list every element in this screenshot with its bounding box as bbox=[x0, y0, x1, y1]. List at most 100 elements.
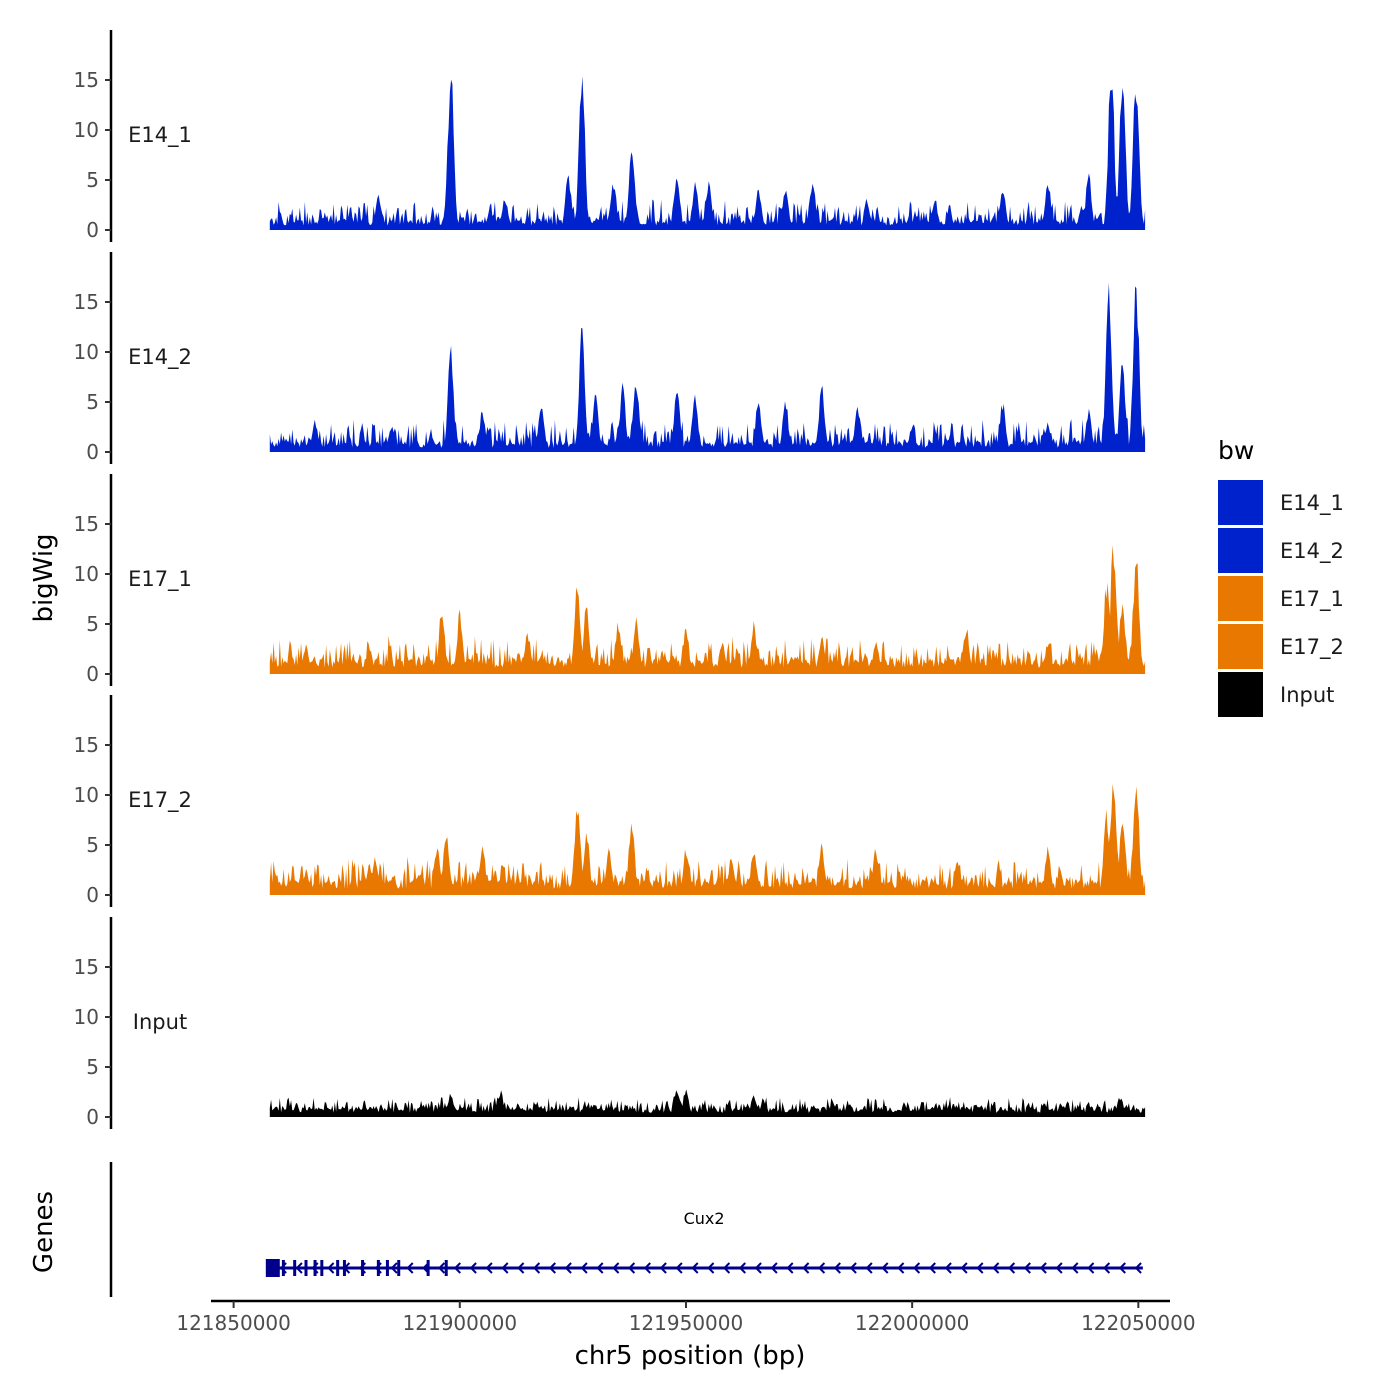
gene-exon bbox=[444, 1260, 448, 1276]
strand-arrow bbox=[501, 1262, 509, 1274]
strand-arrow bbox=[723, 1262, 731, 1274]
strand-arrow bbox=[1055, 1262, 1063, 1274]
strand-arrow bbox=[485, 1262, 493, 1274]
gene-exon bbox=[361, 1260, 365, 1276]
strand-arrow bbox=[1118, 1262, 1126, 1274]
strand-arrow bbox=[580, 1262, 588, 1274]
legend-title: bw bbox=[1218, 436, 1254, 465]
panel-label: E17_2 bbox=[128, 788, 192, 813]
y-tick-label: 10 bbox=[74, 1005, 99, 1029]
panel-e17-2: 0 5 10 15 E17_2 bbox=[74, 695, 1146, 907]
strand-arrow bbox=[1039, 1262, 1047, 1274]
y-tick-label: 15 bbox=[74, 733, 99, 757]
y-tick-label: 0 bbox=[86, 218, 99, 242]
y-tick-label: 5 bbox=[86, 390, 99, 414]
strand-arrow bbox=[279, 1262, 287, 1274]
legend-swatch bbox=[1218, 672, 1263, 717]
legend-label: Input bbox=[1280, 683, 1334, 707]
legend-label: E14_2 bbox=[1280, 539, 1344, 564]
strand-arrow bbox=[422, 1262, 430, 1274]
strand-arrow bbox=[1087, 1262, 1095, 1274]
signal-area-input bbox=[269, 1089, 1146, 1117]
strand-arrow bbox=[659, 1262, 667, 1274]
y-tick-label: 0 bbox=[86, 1105, 99, 1129]
x-axis-title: chr5 position (bp) bbox=[575, 1341, 806, 1371]
panel-label: Input bbox=[133, 1010, 187, 1034]
strand-arrow bbox=[1023, 1262, 1031, 1274]
x-axis: 121850000 121900000 121950000 122000000 1220… bbox=[176, 1299, 1196, 1335]
y-tick-label: 15 bbox=[74, 955, 99, 979]
genes-track: Cux2 bbox=[109, 1162, 1143, 1297]
gene-label: Cux2 bbox=[684, 1209, 725, 1228]
legend-label: E17_2 bbox=[1280, 635, 1344, 660]
strand-arrow bbox=[928, 1262, 936, 1274]
gene-exon bbox=[293, 1260, 297, 1276]
strand-arrow bbox=[295, 1262, 303, 1274]
strand-arrow bbox=[533, 1262, 541, 1274]
strand-arrow bbox=[596, 1262, 604, 1274]
genes-axis-title: Genes bbox=[29, 1191, 59, 1273]
strand-arrow bbox=[327, 1262, 335, 1274]
strand-arrow bbox=[548, 1262, 556, 1274]
x-tick-label: 121850000 bbox=[176, 1311, 291, 1335]
strand-arrow bbox=[849, 1262, 857, 1274]
signal-area-e14-1 bbox=[269, 76, 1146, 230]
strand-arrow bbox=[390, 1262, 398, 1274]
strand-arrow bbox=[374, 1262, 382, 1274]
strand-arrow bbox=[1007, 1262, 1016, 1274]
strand-arrow bbox=[960, 1262, 968, 1274]
gene-exon bbox=[320, 1260, 324, 1276]
strand-arrow bbox=[343, 1262, 351, 1274]
legend-swatch bbox=[1218, 624, 1263, 669]
legend-label: E14_1 bbox=[1280, 491, 1344, 516]
y-tick-label: 5 bbox=[86, 612, 99, 636]
panel-e17-1: 0 5 10 15 E17_1 bbox=[74, 474, 1146, 686]
gene-exon bbox=[336, 1260, 340, 1276]
y-axis-title: bigWig bbox=[29, 533, 59, 622]
track-panels: 0 5 10 15 E14_1 0 5 10 15 E14_2 0 5 10 15 E17_1 0 5 10 15 E… bbox=[74, 30, 1146, 1129]
y-tick-label: 10 bbox=[74, 562, 99, 586]
strand-arrow bbox=[786, 1262, 794, 1274]
x-tick-label: 122050000 bbox=[1081, 1311, 1196, 1335]
y-tick-label: 5 bbox=[86, 168, 99, 192]
strand-arrow bbox=[754, 1262, 762, 1274]
signal-area-e17-2 bbox=[269, 784, 1146, 895]
y-tick-label: 10 bbox=[74, 118, 99, 142]
y-tick-label: 10 bbox=[74, 340, 99, 364]
strand-arrow bbox=[469, 1262, 477, 1274]
gene-exon bbox=[376, 1260, 380, 1276]
legend-swatch bbox=[1218, 528, 1263, 573]
strand-arrow bbox=[1071, 1262, 1079, 1274]
y-tick-label: 0 bbox=[86, 662, 99, 686]
gene-exon bbox=[265, 1259, 280, 1277]
signal-area-e14-2 bbox=[269, 282, 1146, 452]
strand-arrow bbox=[675, 1262, 683, 1274]
strand-arrow bbox=[1102, 1262, 1111, 1274]
y-tick-label: 10 bbox=[74, 783, 99, 807]
signal-area-e17-1 bbox=[269, 544, 1146, 674]
panel-label: E17_1 bbox=[128, 567, 192, 592]
strand-arrow bbox=[865, 1262, 873, 1274]
strand-arrow bbox=[643, 1262, 651, 1274]
strand-arrow bbox=[612, 1262, 620, 1274]
legend-swatch bbox=[1218, 576, 1263, 621]
strand-arrow bbox=[564, 1262, 572, 1274]
strand-arrow bbox=[738, 1262, 746, 1274]
legend-swatch bbox=[1218, 480, 1263, 525]
strand-arrow bbox=[992, 1262, 1000, 1274]
legend-label: E17_1 bbox=[1280, 587, 1344, 612]
y-tick-label: 15 bbox=[74, 290, 99, 314]
strand-arrow bbox=[881, 1262, 889, 1274]
legend: bw E14_1 E14_2 E17_1 E17_2 Input bbox=[1218, 436, 1344, 717]
strand-arrow bbox=[770, 1262, 778, 1274]
y-tick-label: 15 bbox=[74, 512, 99, 536]
y-tick-label: 5 bbox=[86, 1055, 99, 1079]
gene-exon bbox=[281, 1260, 285, 1276]
gene-exon bbox=[426, 1260, 430, 1276]
strand-arrow bbox=[976, 1262, 984, 1274]
strand-arrow bbox=[818, 1262, 826, 1274]
strand-arrow bbox=[438, 1262, 446, 1274]
strand-arrow bbox=[691, 1262, 699, 1274]
gene-exon bbox=[304, 1260, 308, 1276]
panel-e14-2: 0 5 10 15 E14_2 bbox=[74, 252, 1146, 464]
